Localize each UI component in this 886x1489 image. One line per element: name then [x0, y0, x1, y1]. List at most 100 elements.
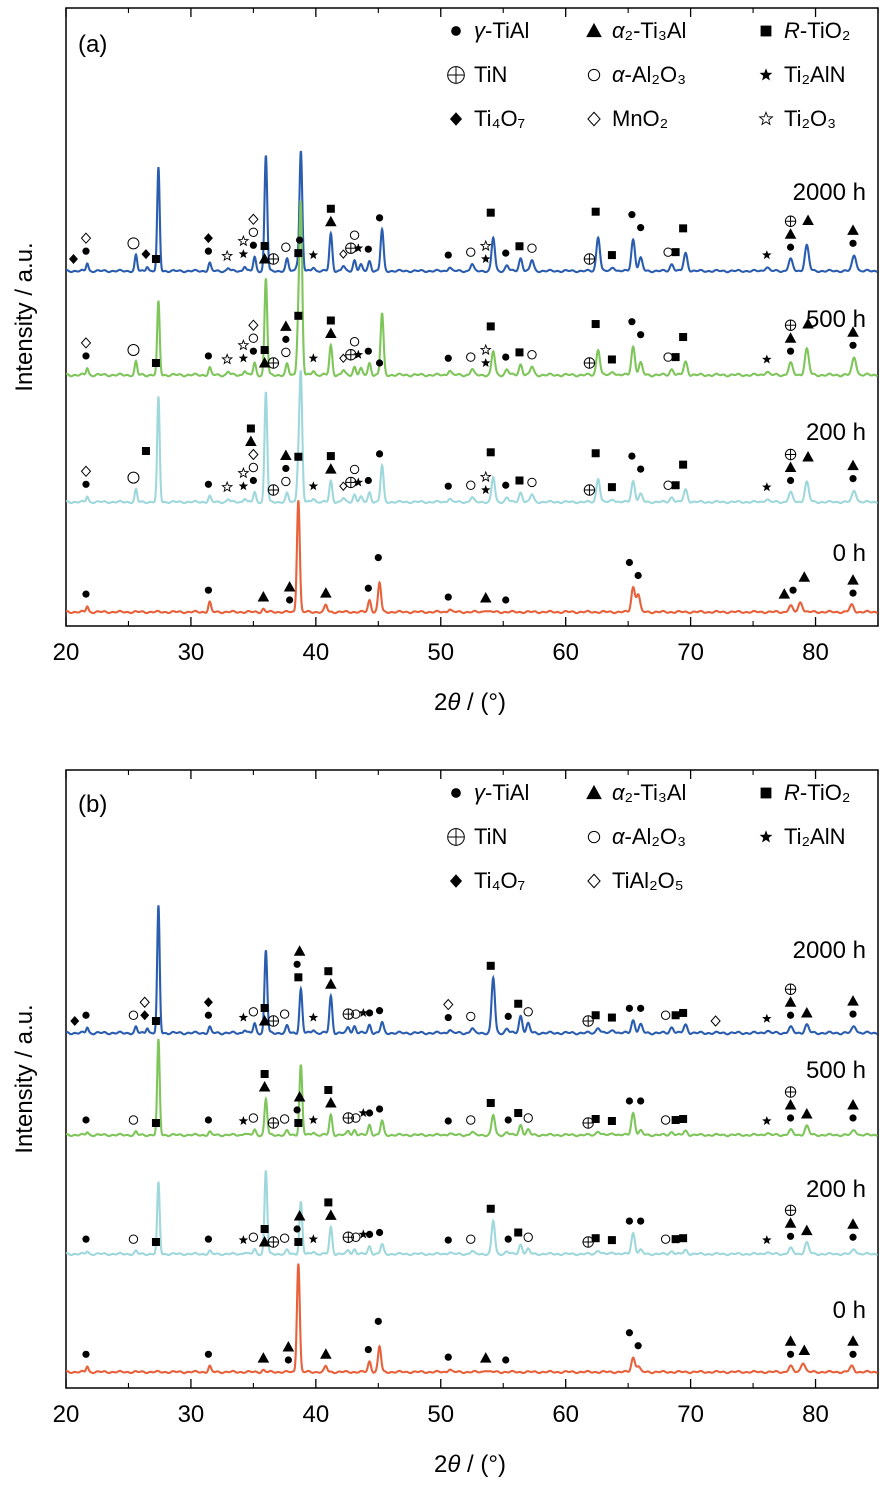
ocirc-icon — [128, 1234, 139, 1244]
sq-icon — [607, 251, 616, 260]
circplus-icon — [345, 349, 357, 361]
dot-icon — [374, 1317, 382, 1325]
sq-icon — [607, 1236, 616, 1245]
series-label: 0 h — [833, 1297, 866, 1324]
x-axis: 20 30 40 50 60 70 80 — [53, 770, 879, 1428]
dot-icon — [637, 465, 645, 473]
tri-icon — [778, 588, 791, 599]
x-axis-label: 2θ / (°) — [434, 689, 506, 716]
dot-icon — [249, 476, 257, 485]
dot-icon — [364, 1345, 372, 1354]
star-icon — [238, 1116, 249, 1126]
star-icon — [238, 1012, 249, 1022]
sq-icon — [324, 1086, 333, 1094]
legend-label: TiN — [474, 62, 507, 87]
ocirc_big-icon — [127, 471, 140, 484]
dot-icon — [849, 1233, 857, 1241]
dot-icon — [637, 331, 645, 339]
ocirc-icon — [349, 464, 360, 475]
legend-item: Ti₂AlN — [759, 824, 846, 849]
tri-icon — [320, 587, 332, 598]
sq-icon — [486, 1204, 495, 1213]
panel-a: 20 30 40 50 60 70 80 γ-TiAl α₂-Ti₃Al R-TiO₂ TiN α-… — [11, 7, 879, 716]
sq-icon — [607, 1013, 616, 1022]
circplus-icon — [345, 242, 357, 254]
ostar-icon — [221, 249, 234, 262]
star-icon — [762, 482, 772, 492]
tri-icon — [847, 326, 859, 337]
diam-icon — [203, 233, 213, 244]
ocirc-icon — [663, 352, 673, 362]
tri-icon — [847, 1335, 859, 1346]
legend-item: α-Al₂O₃ — [587, 62, 686, 87]
dot-icon — [637, 1004, 645, 1012]
sq-icon — [324, 967, 333, 976]
dot-icon — [82, 1235, 90, 1243]
ostar-icon — [237, 234, 250, 247]
legend-label: Ti₄O₇ — [474, 106, 525, 131]
ocirc-icon — [527, 477, 537, 488]
circplus-icon — [784, 1204, 797, 1217]
ocirc-icon — [248, 333, 259, 343]
dot-icon — [204, 352, 213, 360]
dot-icon — [504, 1116, 512, 1124]
star-icon — [762, 354, 772, 364]
tri-icon — [586, 784, 602, 800]
dot-icon — [365, 1109, 374, 1117]
star-icon — [238, 1235, 249, 1245]
sq-icon — [260, 346, 269, 354]
star-icon — [238, 353, 249, 363]
tri-icon — [784, 1099, 797, 1110]
circplus-icon — [784, 215, 797, 227]
ocirc-icon — [349, 230, 360, 240]
panel-label: (a) — [78, 31, 107, 58]
circplus-icon — [784, 983, 797, 995]
legend-item: TiN — [447, 824, 507, 849]
sq-icon — [326, 452, 335, 461]
circplus-icon — [267, 1236, 280, 1248]
dot-icon — [502, 249, 510, 257]
tri-icon — [293, 945, 306, 956]
star-icon — [308, 353, 319, 363]
legend-label: γ-TiAl — [474, 18, 529, 43]
sq-icon — [294, 973, 303, 982]
series-line — [66, 199, 878, 378]
diam-icon — [68, 254, 78, 264]
dot-icon — [204, 1235, 213, 1243]
series-label: 500 h — [806, 306, 866, 333]
ostar-icon — [221, 353, 234, 365]
circplus-icon — [582, 1015, 594, 1027]
dot-icon — [282, 335, 290, 343]
star-icon — [480, 358, 491, 368]
tri-icon — [325, 978, 337, 989]
dot-icon — [375, 450, 384, 458]
tri-icon — [280, 449, 292, 460]
circplus-icon — [267, 357, 280, 369]
series-line — [66, 905, 878, 1036]
legend-item: Ti₄O₇ — [449, 868, 525, 893]
ocirc-icon — [663, 480, 673, 490]
ocirc-icon — [527, 243, 537, 253]
dot-icon — [504, 1235, 512, 1243]
ostar-icon — [758, 110, 774, 126]
circplus-icon — [267, 484, 280, 496]
series-line — [66, 150, 878, 274]
sq-icon — [671, 248, 680, 257]
dot-icon — [293, 1225, 301, 1233]
dot-icon — [625, 558, 634, 567]
odiam-icon — [248, 448, 259, 461]
sq-icon — [607, 483, 616, 492]
tri-icon — [325, 1097, 337, 1108]
tri-icon — [258, 1236, 271, 1247]
tri-icon — [847, 1218, 859, 1229]
sq-icon — [151, 1119, 160, 1127]
phase-markers — [70, 945, 859, 1364]
odiam-icon — [710, 1015, 721, 1027]
star-icon — [308, 1234, 319, 1244]
dot-icon — [444, 251, 452, 259]
circplus-icon — [267, 1015, 280, 1027]
tri-icon — [282, 1341, 295, 1352]
tri-icon — [257, 591, 270, 602]
sq-icon — [486, 208, 495, 217]
odiam-icon — [80, 337, 92, 349]
